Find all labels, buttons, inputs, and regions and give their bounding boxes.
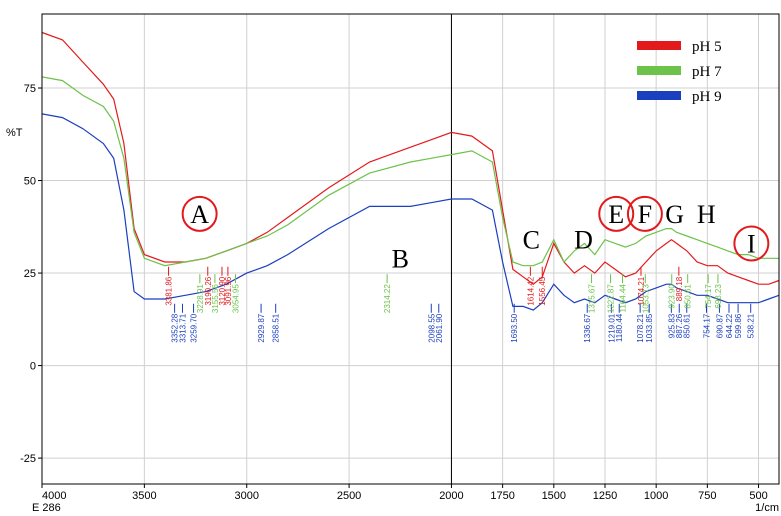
peak-label-11: 2858.51 [272, 313, 281, 342]
region-label-5: F [638, 200, 652, 229]
region-label-1: B [392, 244, 409, 273]
peak-label-23: 1164.44 [619, 284, 628, 313]
peak-label-14: 2061.90 [435, 313, 444, 342]
legend-label-0: pH 5 [692, 39, 722, 55]
peak-label-38: 644.22 [725, 313, 734, 338]
x-tick-label-6: 1500 [542, 490, 566, 502]
peak-label-20: 1219.01 [607, 313, 616, 342]
y-tick-label-4: -25 [20, 453, 36, 465]
y-tick-label-2: 25 [24, 268, 36, 280]
grid-lines [41, 14, 779, 484]
peak-label-17: 1556.45 [538, 276, 547, 305]
legend: pH 5 pH 7 pH 9 [637, 39, 722, 105]
peak-label-15: 1693.50 [510, 313, 519, 342]
peak-label-12: 2314.22 [383, 284, 392, 313]
peak-label-21: 1222.87 [607, 284, 616, 313]
region-label-3: D [574, 226, 593, 255]
peak-label-9: 3054.95 [231, 284, 240, 313]
legend-label-2: pH 9 [692, 89, 722, 105]
peak-label-1: 3352.28 [171, 313, 180, 342]
corner-label: E 286 [32, 502, 61, 514]
x-tick-label-3: 2500 [337, 490, 361, 502]
x-tick-label-1: 3500 [132, 490, 156, 502]
x-tick-label-9: 750 [698, 490, 716, 502]
peak-label-24: 1078.21 [636, 313, 645, 342]
region-labels: A B C DE F G H I [181, 195, 770, 273]
y-tick-label-0: 75 [24, 83, 36, 95]
peak-label-6: 3155.56 [211, 284, 220, 313]
legend-swatch-1 [637, 66, 681, 75]
peak-label-40: 538.21 [747, 313, 756, 338]
x-axis: 4000 3500 3000 2500 2000 1750 1500 1250 1000 750 5… [41, 484, 768, 502]
region-label-0: A [190, 200, 209, 229]
peak-label-18: 1336.67 [583, 313, 592, 342]
x-unit-label: 1/cm [755, 502, 779, 514]
peak-label-28: 925.83 [667, 313, 676, 338]
legend-swatch-0 [637, 41, 681, 50]
x-tick-label-5: 1750 [490, 490, 514, 502]
peak-label-36: 690.87 [715, 313, 724, 338]
peak-label-2: 3313.71 [178, 313, 187, 342]
peak-label-29: 923.90 [668, 284, 677, 309]
series-lines [41, 31, 780, 311]
peak-label-13: 2098.55 [427, 313, 436, 342]
peak-label-25: 1074.21 [637, 276, 646, 305]
x-tick-label-4: 2000 [439, 490, 463, 502]
peak-label-19: 1315.67 [588, 284, 597, 313]
region-label-6: G [665, 200, 684, 229]
peak-label-27: 1053.13 [641, 284, 650, 313]
x-tick-label-8: 1000 [644, 490, 668, 502]
peak-label-8: 3091.96 [224, 276, 233, 305]
peak-label-32: 850.61 [683, 313, 692, 338]
series-line-ph-9 [41, 113, 780, 311]
y-axis: 75 50 25 0 -25 [20, 83, 42, 465]
peak-label-10: 2929.87 [257, 313, 266, 342]
region-label-4: E [608, 200, 624, 229]
peak-label-7: 3120.90 [218, 276, 227, 305]
peak-label-35: 754.17 [704, 284, 713, 309]
peak-label-22: 1180.44 [615, 313, 624, 342]
peak-label-37: 698.23 [714, 284, 723, 309]
region-label-2: C [523, 226, 540, 255]
peak-label-31: 889.18 [675, 276, 684, 301]
peak-label-30: 887.26 [675, 313, 684, 338]
region-circle-0 [181, 195, 218, 232]
peak-label-39: 599.86 [734, 313, 743, 338]
series-line-ph-5 [41, 31, 780, 285]
x-tick-label-10: 500 [749, 490, 767, 502]
region-circle-4 [598, 195, 635, 232]
y-tick-label-3: 0 [30, 361, 36, 373]
y-axis-label: %T [6, 127, 23, 139]
peak-label-3: 3259.70 [190, 313, 199, 342]
peak-label-26: 1033.85 [645, 313, 654, 342]
series-line-ph-7 [41, 76, 779, 267]
plot-frame [41, 13, 780, 485]
peak-label-33: 850.61 [684, 284, 693, 309]
peak-label-16: 1614.42 [526, 276, 535, 305]
x-tick-label-7: 1250 [593, 490, 617, 502]
x-tick-label-2: 3000 [234, 490, 258, 502]
peak-label-0: 3381.86 [165, 276, 174, 305]
region-label-7: H [697, 200, 716, 229]
region-circle-8 [733, 225, 770, 262]
peak-label-4: 3228.91 [196, 284, 205, 313]
y-tick-label-1: 50 [24, 176, 36, 188]
legend-label-1: pH 7 [692, 64, 722, 80]
region-label-8: I [747, 229, 756, 258]
region-circle-5 [626, 195, 663, 232]
x-tick-label-0: 4000 [42, 490, 66, 502]
legend-swatch-2 [637, 91, 681, 100]
peak-label-5: 3190.26 [204, 276, 213, 305]
peak-label-34: 754.17 [702, 313, 711, 338]
